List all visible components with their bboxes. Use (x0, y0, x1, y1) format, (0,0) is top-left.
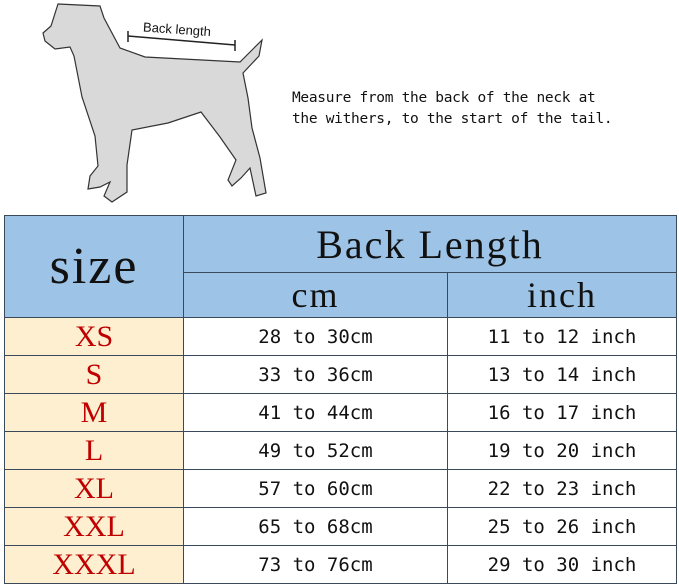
inch-cell: 13 to 14 inch (447, 355, 677, 394)
cm-cell: 28 to 30cm (183, 317, 448, 356)
dog-silhouette (42, 3, 267, 203)
back-length-label: Back length (143, 19, 212, 39)
table-row: S 33 to 36cm 13 to 14 inch (4, 355, 677, 394)
inch-cell: 16 to 17 inch (447, 393, 677, 432)
size-cell: XS (4, 317, 184, 356)
size-cell: XXXL (4, 545, 184, 584)
size-cell: XL (4, 469, 184, 508)
table-row: XS 28 to 30cm 11 to 12 inch (4, 317, 677, 356)
cm-header: cm (183, 272, 448, 318)
table-row: XXL 65 to 68cm 25 to 26 inch (4, 507, 677, 546)
size-cell: M (4, 393, 184, 432)
cm-cell: 73 to 76cm (183, 545, 448, 584)
table-row: XXXL 73 to 76cm 29 to 30 inch (4, 545, 677, 584)
size-cell: XXL (4, 507, 184, 546)
size-cell: L (4, 431, 184, 470)
table-row: M 41 to 44cm 16 to 17 inch (4, 393, 677, 432)
measure-instruction: Measure from the back of the neck at the… (292, 88, 613, 130)
cm-cell: 49 to 52cm (183, 431, 448, 470)
inch-cell: 22 to 23 inch (447, 469, 677, 508)
cm-cell: 33 to 36cm (183, 355, 448, 394)
cm-cell: 41 to 44cm (183, 393, 448, 432)
size-cell: S (4, 355, 184, 394)
inch-cell: 19 to 20 inch (447, 431, 677, 470)
instruction-line-2: the withers, to the start of the tail. (292, 111, 613, 127)
dog-silhouette-diagram: Back length (42, 3, 267, 203)
table-row: XL 57 to 60cm 22 to 23 inch (4, 469, 677, 508)
instruction-line-1: Measure from the back of the neck at (292, 90, 596, 106)
inch-cell: 11 to 12 inch (447, 317, 677, 356)
back-length-header: Back Length (183, 215, 677, 273)
size-chart-table: size Back Length cm inch XS 28 to 30cm 11 … (4, 215, 677, 584)
table-row: L 49 to 52cm 19 to 20 inch (4, 431, 677, 470)
inch-cell: 25 to 26 inch (447, 507, 677, 546)
size-header: size (4, 215, 184, 318)
cm-cell: 65 to 68cm (183, 507, 448, 546)
cm-cell: 57 to 60cm (183, 469, 448, 508)
inch-cell: 29 to 30 inch (447, 545, 677, 584)
inch-header: inch (447, 272, 677, 318)
